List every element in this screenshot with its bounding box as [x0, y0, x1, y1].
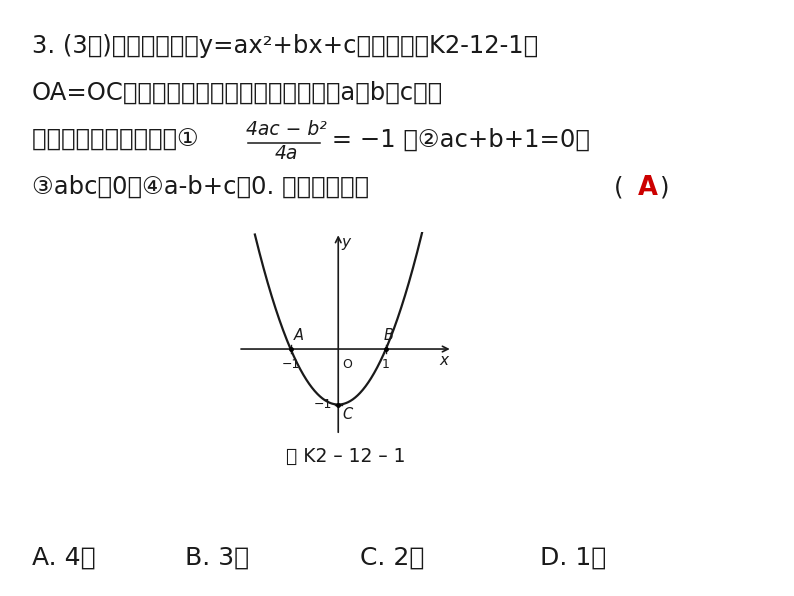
Text: A: A [294, 328, 304, 343]
Text: A. 4个: A. 4个 [32, 546, 95, 570]
Text: C: C [342, 407, 353, 423]
Text: 4a: 4a [274, 144, 298, 163]
Text: x: x [440, 353, 449, 368]
Text: 3. (3分)已知二次函数y=ax²+bx+c的图象如图K2-12-1，: 3. (3分)已知二次函数y=ax²+bx+c的图象如图K2-12-1， [32, 34, 538, 58]
Text: A: A [638, 175, 658, 201]
Text: −1: −1 [281, 358, 300, 371]
Text: B: B [384, 328, 394, 343]
Text: 1: 1 [382, 358, 390, 371]
Text: D. 1个: D. 1个 [540, 546, 607, 570]
Text: O: O [342, 358, 353, 371]
Text: y: y [341, 235, 351, 250]
Text: B. 3个: B. 3个 [185, 546, 249, 570]
Text: = −1 ；②ac+b+1=0；: = −1 ；②ac+b+1=0； [324, 128, 590, 152]
Text: 字母的等式或不等式：①: 字母的等式或不等式：① [32, 128, 206, 152]
Text: C. 2个: C. 2个 [360, 546, 424, 570]
Text: ): ) [660, 175, 669, 199]
Text: −1: −1 [314, 398, 333, 411]
Text: OA=OC，则由抛物线的特征写出如下含有a，b，c三个: OA=OC，则由抛物线的特征写出如下含有a，b，c三个 [32, 81, 443, 105]
Text: (: ( [614, 175, 623, 199]
Text: 4ac − b²: 4ac − b² [245, 120, 326, 139]
Text: 图 K2 – 12 – 1: 图 K2 – 12 – 1 [286, 447, 405, 466]
Text: ③abc＞0；④a-b+c＞0. 其中正确的有: ③abc＞0；④a-b+c＞0. 其中正确的有 [32, 175, 369, 199]
